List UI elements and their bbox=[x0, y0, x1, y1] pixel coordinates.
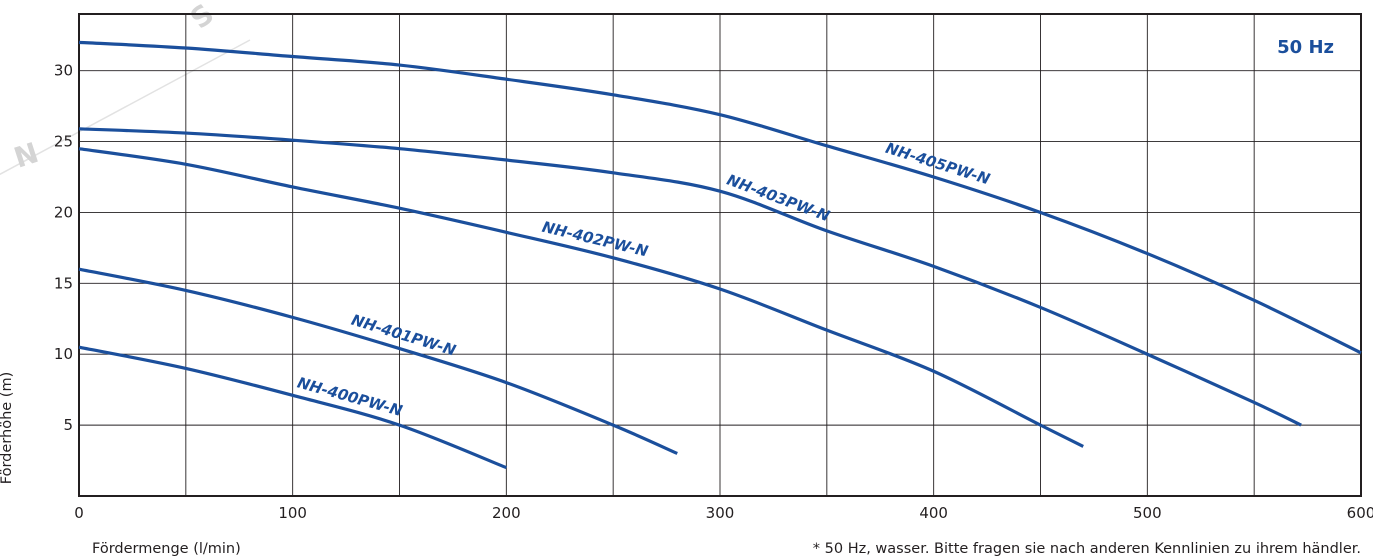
series-line bbox=[78, 40, 1362, 355]
y-tick-label: 20 bbox=[54, 203, 73, 221]
x-tick-label: 500 bbox=[1133, 504, 1162, 522]
tick-labels: 0 100 200 300 400 500 600 5 10 15 20 25 30 bbox=[54, 62, 1373, 522]
watermark: S N bbox=[0, 0, 251, 176]
y-tick-label: 10 bbox=[54, 345, 73, 363]
y-axis-label: Förderhöhe (m) bbox=[0, 372, 15, 484]
y-tick-label: 15 bbox=[54, 274, 73, 292]
x-tick-label: 400 bbox=[919, 504, 948, 522]
series-line bbox=[78, 267, 678, 455]
series-line bbox=[78, 127, 1302, 427]
series-lines bbox=[78, 40, 1362, 470]
x-tick-label: 300 bbox=[706, 504, 735, 522]
x-tick-label: 100 bbox=[278, 504, 307, 522]
frequency-annotation: 50 Hz bbox=[1277, 37, 1334, 58]
x-axis-label: Fördermenge (l/min) bbox=[92, 541, 241, 557]
x-tick-label: 200 bbox=[492, 504, 521, 522]
watermark-glyph-n: N bbox=[10, 136, 42, 175]
y-tick-label: 5 bbox=[63, 416, 73, 434]
series-line bbox=[78, 147, 1084, 448]
series-label: NH-401PW-N bbox=[349, 311, 458, 360]
series-label: NH-400PW-N bbox=[295, 374, 405, 421]
y-tick-label: 25 bbox=[54, 133, 73, 151]
watermark-arc bbox=[0, 39, 251, 176]
watermark-glyph-s: S bbox=[184, 0, 220, 36]
x-tick-label: 0 bbox=[74, 504, 84, 522]
series-label: NH-405PW-N bbox=[883, 139, 992, 189]
series-line bbox=[78, 345, 507, 470]
x-tick-label: 600 bbox=[1347, 504, 1373, 522]
plot-grid bbox=[78, 13, 1362, 497]
y-tick-label: 30 bbox=[54, 62, 73, 80]
footnote: * 50 Hz, wasser. Bitte fragen sie nach a… bbox=[813, 541, 1361, 557]
plot-frame bbox=[78, 13, 1362, 497]
